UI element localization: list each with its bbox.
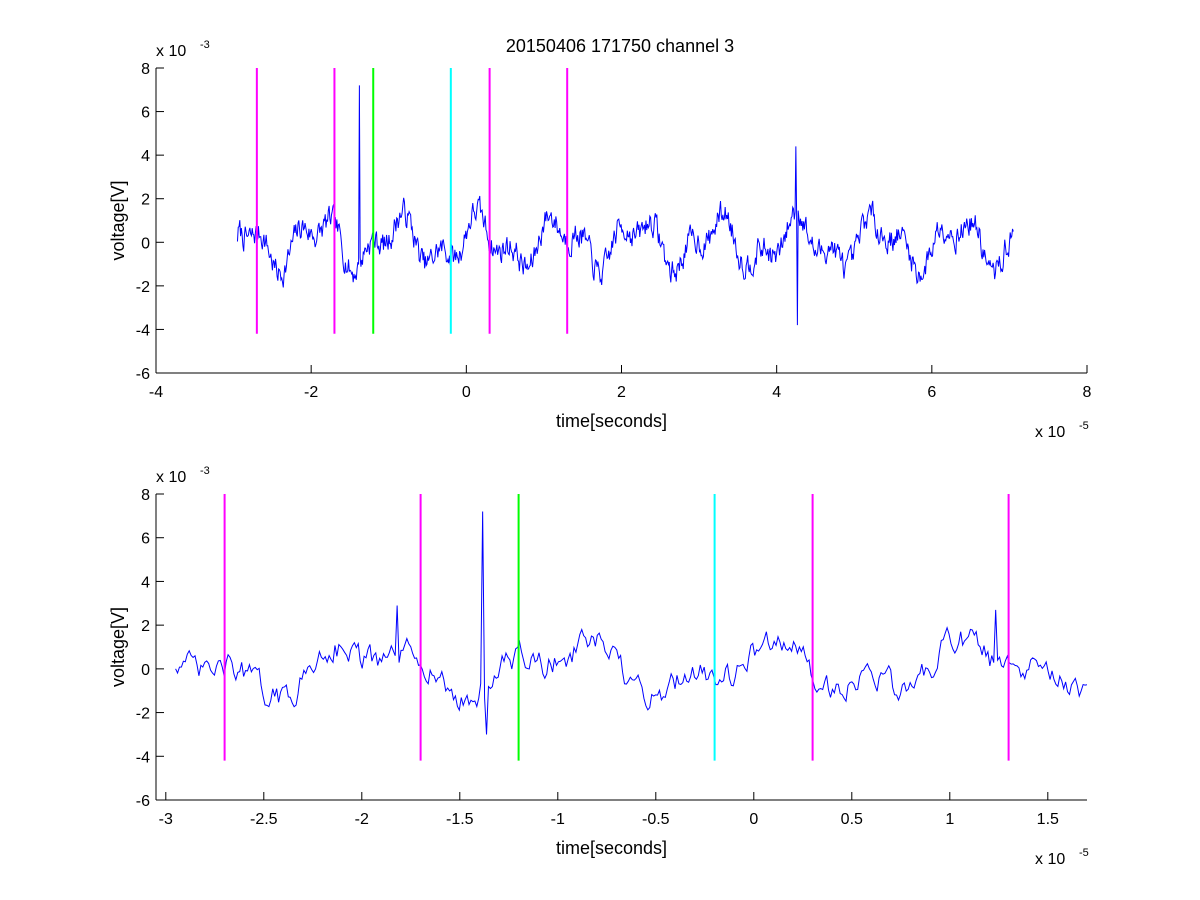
x-exponent: -5	[1079, 847, 1089, 859]
x-exponent: -5	[1079, 420, 1089, 432]
x-tick-label: 2	[617, 384, 626, 401]
x-tick-label: -1	[551, 811, 565, 828]
y-tick-label: 0	[141, 662, 150, 679]
y-exponent: -3	[200, 39, 210, 51]
x-tick-label: 1.5	[1037, 811, 1059, 828]
x-axis-label: time[seconds]	[556, 411, 667, 431]
y-exponent-label: x 10	[156, 43, 186, 60]
y-tick-label: -4	[136, 322, 150, 339]
y-tick-label: -2	[136, 706, 150, 723]
y-tick-label: 2	[141, 618, 150, 635]
y-exponent: -3	[200, 465, 210, 477]
x-exponent-label: x 10	[1035, 424, 1065, 441]
x-tick-label: -0.5	[642, 811, 670, 828]
x-tick-label: 1	[945, 811, 954, 828]
x-tick-label: 0.5	[841, 811, 863, 828]
y-tick-label: -2	[136, 279, 150, 296]
y-tick-label: 4	[141, 148, 150, 165]
bottom-plot: -3 -2.5 -2 -1.5 -1 -0.5 0 0.5 1 1.5 -6 -4 -2 0 2 4 6 8 x 1…	[108, 465, 1089, 868]
x-tick-label: -2	[355, 811, 369, 828]
x-tick-label: 4	[772, 384, 781, 401]
x-axis-label: time[seconds]	[556, 838, 667, 858]
y-tick-label: 0	[141, 235, 150, 252]
x-tick-label: 8	[1083, 384, 1092, 401]
y-tick-label: 8	[141, 61, 150, 78]
x-tick-label: -2	[304, 384, 318, 401]
y-axis-label: voltage[V]	[108, 180, 128, 260]
x-tick-label: 6	[927, 384, 936, 401]
chart-title: 20150406 171750 channel 3	[506, 36, 734, 56]
y-tick-label: 6	[141, 105, 150, 122]
y-exponent-label: x 10	[156, 469, 186, 486]
x-tick-label: -2.5	[250, 811, 278, 828]
y-tick-label: 6	[141, 531, 150, 548]
signal-line	[236, 85, 1014, 326]
signal-line	[175, 511, 1087, 735]
y-tick-label: -4	[136, 749, 150, 766]
x-tick-label: 0	[749, 811, 758, 828]
x-tick-label: -4	[149, 384, 163, 401]
y-axis-label: voltage[V]	[108, 607, 128, 687]
y-tick-label: 4	[141, 574, 150, 591]
x-tick-label: -3	[159, 811, 173, 828]
x-tick-label: -1.5	[446, 811, 474, 828]
y-tick-label: -6	[136, 793, 150, 810]
y-tick-label: 2	[141, 192, 150, 209]
y-tick-label: -6	[136, 366, 150, 383]
x-exponent-label: x 10	[1035, 851, 1065, 868]
x-tick-label: 0	[462, 384, 471, 401]
y-tick-label: 8	[141, 487, 150, 504]
